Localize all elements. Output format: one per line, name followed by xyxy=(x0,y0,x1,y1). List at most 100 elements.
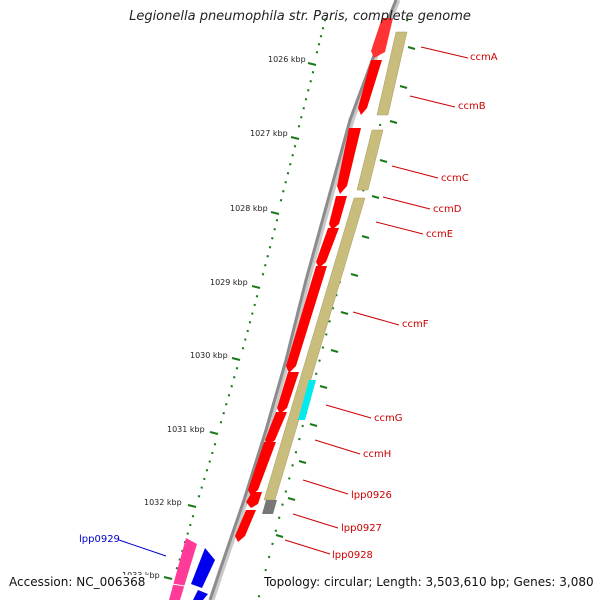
ruler-tick-1026 xyxy=(307,62,317,66)
ruler-minor-tick xyxy=(323,19,327,22)
gene-lpp0927[interactable] xyxy=(246,492,262,508)
gene-label-ccmC[interactable]: ccmC xyxy=(441,173,469,184)
ruler-major-ticks: 1026 kbp 1027 kbp 1028 kbp 1029 kbp 1030… xyxy=(122,55,317,580)
reverse-gene-blue-2[interactable] xyxy=(193,590,208,600)
gene-label-lpp0929[interactable]: lpp0929 xyxy=(79,534,120,545)
gene-ccmG[interactable] xyxy=(277,372,299,414)
ruler-tick-1030 xyxy=(231,357,241,361)
ruler-minor-tick xyxy=(319,35,323,38)
ruler-label-1029: 1029 kbp xyxy=(210,278,248,287)
gene-label-lpp0928[interactable]: lpp0928 xyxy=(332,550,373,561)
ruler-minor-tick xyxy=(189,523,192,527)
ruler-minor-tick xyxy=(197,495,201,498)
gene-label-ccmA[interactable]: ccmA xyxy=(470,52,498,63)
ruler-minor-tick xyxy=(257,595,261,598)
ruler-minor-tick xyxy=(293,145,297,148)
gene-labels: ccmA ccmB ccmC ccmD ccmE ccmF ccmG ccmH … xyxy=(79,52,498,561)
map-title: Legionella pneumophila str. Paris, compl… xyxy=(129,9,471,24)
ruler-minor-tick xyxy=(291,154,294,157)
gene-ccmD[interactable] xyxy=(329,196,347,230)
ruler-minor-tick xyxy=(230,385,233,388)
outer-ruler-ticks xyxy=(275,46,416,538)
ruler-minor-tick xyxy=(244,338,247,341)
gene-lpp0926[interactable] xyxy=(248,442,276,496)
gene-ccmE[interactable] xyxy=(316,228,339,268)
ruler-minor-tick xyxy=(282,190,285,193)
ruler-minor-tick xyxy=(233,376,236,379)
ruler-tick-track xyxy=(175,19,409,598)
cog-segment[interactable] xyxy=(376,31,408,116)
ruler-minor-tick xyxy=(274,529,278,532)
gene-label-ccmG[interactable]: ccmG xyxy=(374,413,403,424)
ruler-minor-tick xyxy=(304,98,308,101)
ruler-tick-1032 xyxy=(187,504,197,508)
ruler-minor-tick xyxy=(298,437,301,441)
ruler-minor-tick xyxy=(246,329,249,333)
gene-label-lpp0927[interactable]: lpp0927 xyxy=(341,523,382,534)
ruler-minor-tick xyxy=(253,303,256,307)
cog-highlight[interactable] xyxy=(298,380,316,420)
ruler-minor-tick xyxy=(405,19,409,22)
ruler-minor-tick xyxy=(317,43,321,46)
ruler-minor-tick xyxy=(279,199,283,202)
cog-segment[interactable] xyxy=(356,129,384,191)
ruler-minor-tick xyxy=(297,125,301,128)
ruler-minor-tick xyxy=(268,246,272,249)
ruler-minor-tick xyxy=(213,443,217,446)
gene-ccmB[interactable] xyxy=(358,60,382,115)
ruler-minor-tick xyxy=(281,503,284,506)
ruler-minor-tick xyxy=(321,346,325,349)
ruler-minor-tick xyxy=(301,424,304,428)
reverse-cds-track xyxy=(169,538,215,600)
ruler-minor-tick xyxy=(267,555,271,559)
topology-label: Topology: circular; Length: 3,503,610 bp… xyxy=(260,575,594,589)
ruler-minor-tick xyxy=(241,347,245,350)
ruler-minor-tick xyxy=(288,477,291,480)
accession-label: Accession: NC_006368 xyxy=(9,575,150,589)
ruler-minor-tick xyxy=(191,515,195,518)
gene-ccmH[interactable] xyxy=(265,412,287,446)
ruler-minor-tick xyxy=(275,219,279,222)
gene-label-ccmD[interactable]: ccmD xyxy=(433,204,462,215)
cog-segment-grey[interactable] xyxy=(262,500,277,514)
gene-label-ccmE[interactable]: ccmE xyxy=(426,229,453,240)
ruler-minor-tick xyxy=(291,464,294,467)
ruler-minor-tick xyxy=(266,255,269,258)
ruler-minor-tick xyxy=(314,372,318,375)
ruler-minor-tick xyxy=(203,477,206,481)
gene-label-lpp0926[interactable]: lpp0926 xyxy=(351,490,392,501)
gene-label-ccmH[interactable]: ccmH xyxy=(363,449,391,460)
ruler-minor-tick xyxy=(251,312,254,315)
ruler-minor-tick xyxy=(325,333,328,336)
ruler-minor-tick xyxy=(271,542,274,546)
ruler-minor-tick xyxy=(307,89,310,92)
ruler-label-1027: 1027 kbp xyxy=(250,129,288,138)
ruler-minor-tick xyxy=(208,460,211,463)
ruler-minor-tick xyxy=(277,516,281,519)
ruler-minor-tick xyxy=(284,490,288,493)
ruler-minor-tick xyxy=(294,451,298,454)
gene-ccmF[interactable] xyxy=(286,266,327,373)
reverse-gene-blue[interactable] xyxy=(191,548,215,588)
ruler-minor-tick xyxy=(328,320,331,323)
ruler-label-1026: 1026 kbp xyxy=(268,55,306,64)
gene-ccmC[interactable] xyxy=(337,128,361,194)
ruler-minor-tick xyxy=(186,532,189,535)
ruler-minor-tick xyxy=(227,394,231,397)
gene-lpp0929[interactable] xyxy=(169,538,197,600)
gene-label-ccmF[interactable]: ccmF xyxy=(402,319,429,330)
gene-ccmA[interactable] xyxy=(371,18,393,58)
ruler-tick-1027 xyxy=(290,136,300,140)
ruler-minor-tick xyxy=(235,367,239,370)
ruler-minor-tick xyxy=(362,189,365,192)
ruler-tick-1028 xyxy=(270,211,280,215)
ruler-minor-tick xyxy=(286,172,290,175)
gene-label-ccmB[interactable]: ccmB xyxy=(458,101,486,112)
ruler-minor-tick xyxy=(248,321,252,324)
ruler-label-1030: 1030 kbp xyxy=(190,351,228,360)
ruler-minor-tick xyxy=(205,469,209,472)
ruler-minor-tick xyxy=(211,451,214,455)
gene-lpp0928[interactable] xyxy=(235,510,256,542)
cog-segment[interactable] xyxy=(263,197,366,501)
ruler-minor-tick xyxy=(318,359,321,362)
